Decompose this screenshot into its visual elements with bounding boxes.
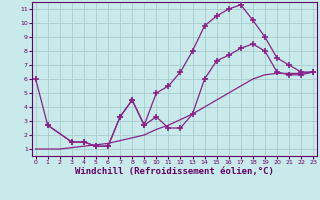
X-axis label: Windchill (Refroidissement éolien,°C): Windchill (Refroidissement éolien,°C) <box>75 167 274 176</box>
